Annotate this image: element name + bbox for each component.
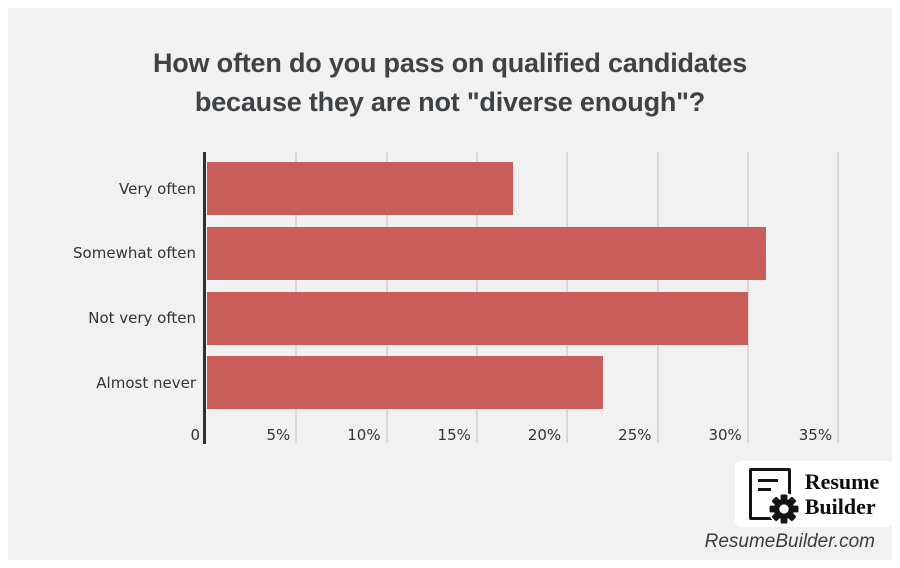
gridline [746,152,749,443]
x-tick-label: 25% [618,426,652,444]
x-tick-label: 35% [798,426,833,444]
y-axis-line [203,152,206,444]
category-label: Almost never [96,373,196,392]
logo-wordmark: Resume Builder [805,469,880,519]
x-tick-label: 15% [437,426,471,444]
chart-title-line-1: How often do you pass on qualified candi… [152,48,748,78]
category-label: Not very often [88,309,196,328]
gridline [837,152,840,443]
bar [207,226,766,280]
website-url: ResumeBuilder.com [704,531,875,552]
x-tick-label: 30% [708,426,742,444]
category-label: Very often [119,179,196,198]
chart-title-line-2: because they are not "diverse enough"? [194,87,706,117]
bar [207,356,604,410]
category-label: Somewhat often [73,244,196,263]
x-tick-label: 10% [347,426,381,444]
x-tick-label: 0 [190,426,200,444]
logo-word-resume: Resume [804,469,880,494]
x-tick-label: 5% [266,426,291,444]
logo-word-builder: Builder [804,494,876,519]
gear-icon [767,492,801,526]
resume-builder-logo: Resume Builder [735,461,893,527]
bar [207,291,748,345]
bar [207,162,514,215]
document-line [757,488,771,491]
chart-title: How often do you pass on qualified candi… [0,44,900,122]
x-tick-label: 20% [527,426,562,444]
document-line [757,479,778,482]
document-gear-icon [748,468,800,526]
